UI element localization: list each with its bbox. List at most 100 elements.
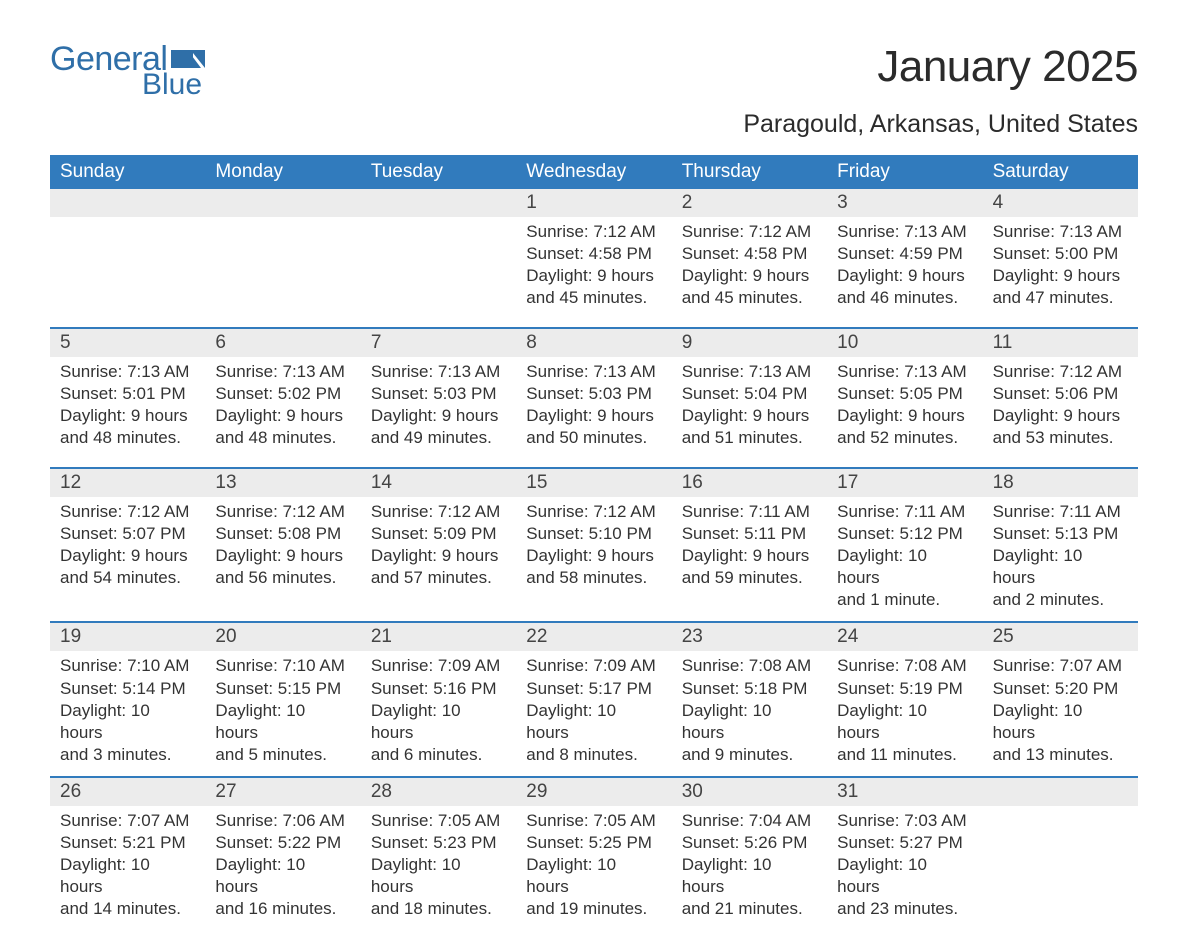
day-day1-line: Daylight: 10 hours — [993, 545, 1128, 589]
day-detail: Sunrise: 7:07 AMSunset: 5:20 PMDaylight:… — [983, 651, 1138, 775]
day-day1-line: Daylight: 9 hours — [371, 545, 506, 567]
day-day2-line: and 1 minute. — [837, 589, 972, 611]
day-sunset-line: Sunset: 5:19 PM — [837, 678, 972, 700]
day-day2-line: and 58 minutes. — [526, 567, 661, 589]
day-day2-line: and 11 minutes. — [837, 744, 972, 766]
day-sunrise-line: Sunrise: 7:13 AM — [682, 361, 817, 383]
day-day2-line: and 56 minutes. — [215, 567, 350, 589]
day-day2-line: and 8 minutes. — [526, 744, 661, 766]
day-day2-line: and 48 minutes. — [215, 427, 350, 449]
day-sunset-line: Sunset: 5:21 PM — [60, 832, 195, 854]
day-day2-line: and 51 minutes. — [682, 427, 817, 449]
day-day1-line: Daylight: 9 hours — [682, 545, 817, 567]
weekday-header: Tuesday — [361, 155, 516, 189]
day-sunrise-line: Sunrise: 7:09 AM — [371, 655, 506, 677]
day-day1-line: Daylight: 9 hours — [371, 405, 506, 427]
day-day1-line: Daylight: 9 hours — [60, 545, 195, 567]
weekday-header: Monday — [205, 155, 360, 189]
day-day1-line: Daylight: 9 hours — [682, 265, 817, 287]
day-sunset-line: Sunset: 5:25 PM — [526, 832, 661, 854]
weekday-header: Thursday — [672, 155, 827, 189]
day-number: 2 — [672, 189, 827, 217]
day-sunrise-line: Sunrise: 7:13 AM — [837, 361, 972, 383]
day-detail: Sunrise: 7:13 AMSunset: 5:03 PMDaylight:… — [516, 357, 671, 467]
day-detail: Sunrise: 7:12 AMSunset: 5:07 PMDaylight:… — [50, 497, 205, 621]
day-sunset-line: Sunset: 5:00 PM — [993, 243, 1128, 265]
day-number: 20 — [205, 623, 360, 651]
day-sunrise-line: Sunrise: 7:07 AM — [993, 655, 1128, 677]
day-sunset-line: Sunset: 5:22 PM — [215, 832, 350, 854]
day-detail-row: Sunrise: 7:12 AMSunset: 4:58 PMDaylight:… — [50, 217, 1138, 327]
day-day2-line: and 47 minutes. — [993, 287, 1128, 309]
day-day1-line: Daylight: 9 hours — [215, 405, 350, 427]
day-sunrise-line: Sunrise: 7:11 AM — [837, 501, 972, 523]
day-detail: Sunrise: 7:13 AMSunset: 5:03 PMDaylight:… — [361, 357, 516, 467]
day-number-row: 12131415161718 — [50, 469, 1138, 497]
day-sunset-line: Sunset: 5:05 PM — [837, 383, 972, 405]
day-detail: Sunrise: 7:11 AMSunset: 5:13 PMDaylight:… — [983, 497, 1138, 621]
day-day1-line: Daylight: 10 hours — [371, 854, 506, 898]
day-sunrise-line: Sunrise: 7:10 AM — [60, 655, 195, 677]
month-title: January 2025 — [743, 42, 1138, 92]
day-sunset-line: Sunset: 5:04 PM — [682, 383, 817, 405]
day-sunrise-line: Sunrise: 7:12 AM — [526, 501, 661, 523]
day-detail — [983, 806, 1138, 930]
day-day2-line: and 9 minutes. — [682, 744, 817, 766]
day-day2-line: and 13 minutes. — [993, 744, 1128, 766]
day-sunrise-line: Sunrise: 7:04 AM — [682, 810, 817, 832]
day-number: 4 — [983, 189, 1138, 217]
day-sunset-line: Sunset: 5:07 PM — [60, 523, 195, 545]
logo-text-blue: Blue — [142, 70, 202, 100]
day-sunrise-line: Sunrise: 7:13 AM — [215, 361, 350, 383]
day-day1-line: Daylight: 10 hours — [682, 700, 817, 744]
day-sunrise-line: Sunrise: 7:08 AM — [682, 655, 817, 677]
day-number: 1 — [516, 189, 671, 217]
day-detail: Sunrise: 7:10 AMSunset: 5:14 PMDaylight:… — [50, 651, 205, 775]
day-day2-line: and 46 minutes. — [837, 287, 972, 309]
day-detail: Sunrise: 7:08 AMSunset: 5:18 PMDaylight:… — [672, 651, 827, 775]
day-sunrise-line: Sunrise: 7:08 AM — [837, 655, 972, 677]
day-number: 24 — [827, 623, 982, 651]
day-detail-row: Sunrise: 7:07 AMSunset: 5:21 PMDaylight:… — [50, 806, 1138, 930]
day-sunrise-line: Sunrise: 7:12 AM — [993, 361, 1128, 383]
day-sunrise-line: Sunrise: 7:12 AM — [60, 501, 195, 523]
day-number: 27 — [205, 778, 360, 806]
day-sunrise-line: Sunrise: 7:05 AM — [526, 810, 661, 832]
day-sunrise-line: Sunrise: 7:03 AM — [837, 810, 972, 832]
day-day1-line: Daylight: 10 hours — [60, 854, 195, 898]
title-block: January 2025 Paragould, Arkansas, United… — [743, 42, 1138, 139]
day-day2-line: and 45 minutes. — [526, 287, 661, 309]
day-number — [361, 189, 516, 217]
day-day1-line: Daylight: 10 hours — [526, 700, 661, 744]
day-detail: Sunrise: 7:03 AMSunset: 5:27 PMDaylight:… — [827, 806, 982, 930]
day-number: 23 — [672, 623, 827, 651]
day-sunset-line: Sunset: 5:08 PM — [215, 523, 350, 545]
calendar-week: 1234Sunrise: 7:12 AMSunset: 4:58 PMDayli… — [50, 189, 1138, 327]
day-detail-row: Sunrise: 7:13 AMSunset: 5:01 PMDaylight:… — [50, 357, 1138, 467]
day-number: 10 — [827, 329, 982, 357]
day-number — [205, 189, 360, 217]
day-day1-line: Daylight: 10 hours — [215, 700, 350, 744]
day-detail: Sunrise: 7:05 AMSunset: 5:23 PMDaylight:… — [361, 806, 516, 930]
day-number: 6 — [205, 329, 360, 357]
day-sunset-line: Sunset: 4:58 PM — [682, 243, 817, 265]
day-day2-line: and 54 minutes. — [60, 567, 195, 589]
day-number: 26 — [50, 778, 205, 806]
day-detail: Sunrise: 7:07 AMSunset: 5:21 PMDaylight:… — [50, 806, 205, 930]
day-sunrise-line: Sunrise: 7:05 AM — [371, 810, 506, 832]
day-number: 12 — [50, 469, 205, 497]
day-sunset-line: Sunset: 5:15 PM — [215, 678, 350, 700]
day-sunset-line: Sunset: 5:03 PM — [526, 383, 661, 405]
day-day2-line: and 19 minutes. — [526, 898, 661, 920]
day-day1-line: Daylight: 10 hours — [526, 854, 661, 898]
day-detail: Sunrise: 7:12 AMSunset: 5:06 PMDaylight:… — [983, 357, 1138, 467]
day-detail: Sunrise: 7:06 AMSunset: 5:22 PMDaylight:… — [205, 806, 360, 930]
day-day2-line: and 48 minutes. — [60, 427, 195, 449]
day-day1-line: Daylight: 9 hours — [993, 405, 1128, 427]
weekday-header: Saturday — [983, 155, 1138, 189]
day-sunset-line: Sunset: 4:59 PM — [837, 243, 972, 265]
day-day1-line: Daylight: 9 hours — [215, 545, 350, 567]
day-day1-line: Daylight: 10 hours — [682, 854, 817, 898]
day-day2-line: and 57 minutes. — [371, 567, 506, 589]
day-day2-line: and 53 minutes. — [993, 427, 1128, 449]
